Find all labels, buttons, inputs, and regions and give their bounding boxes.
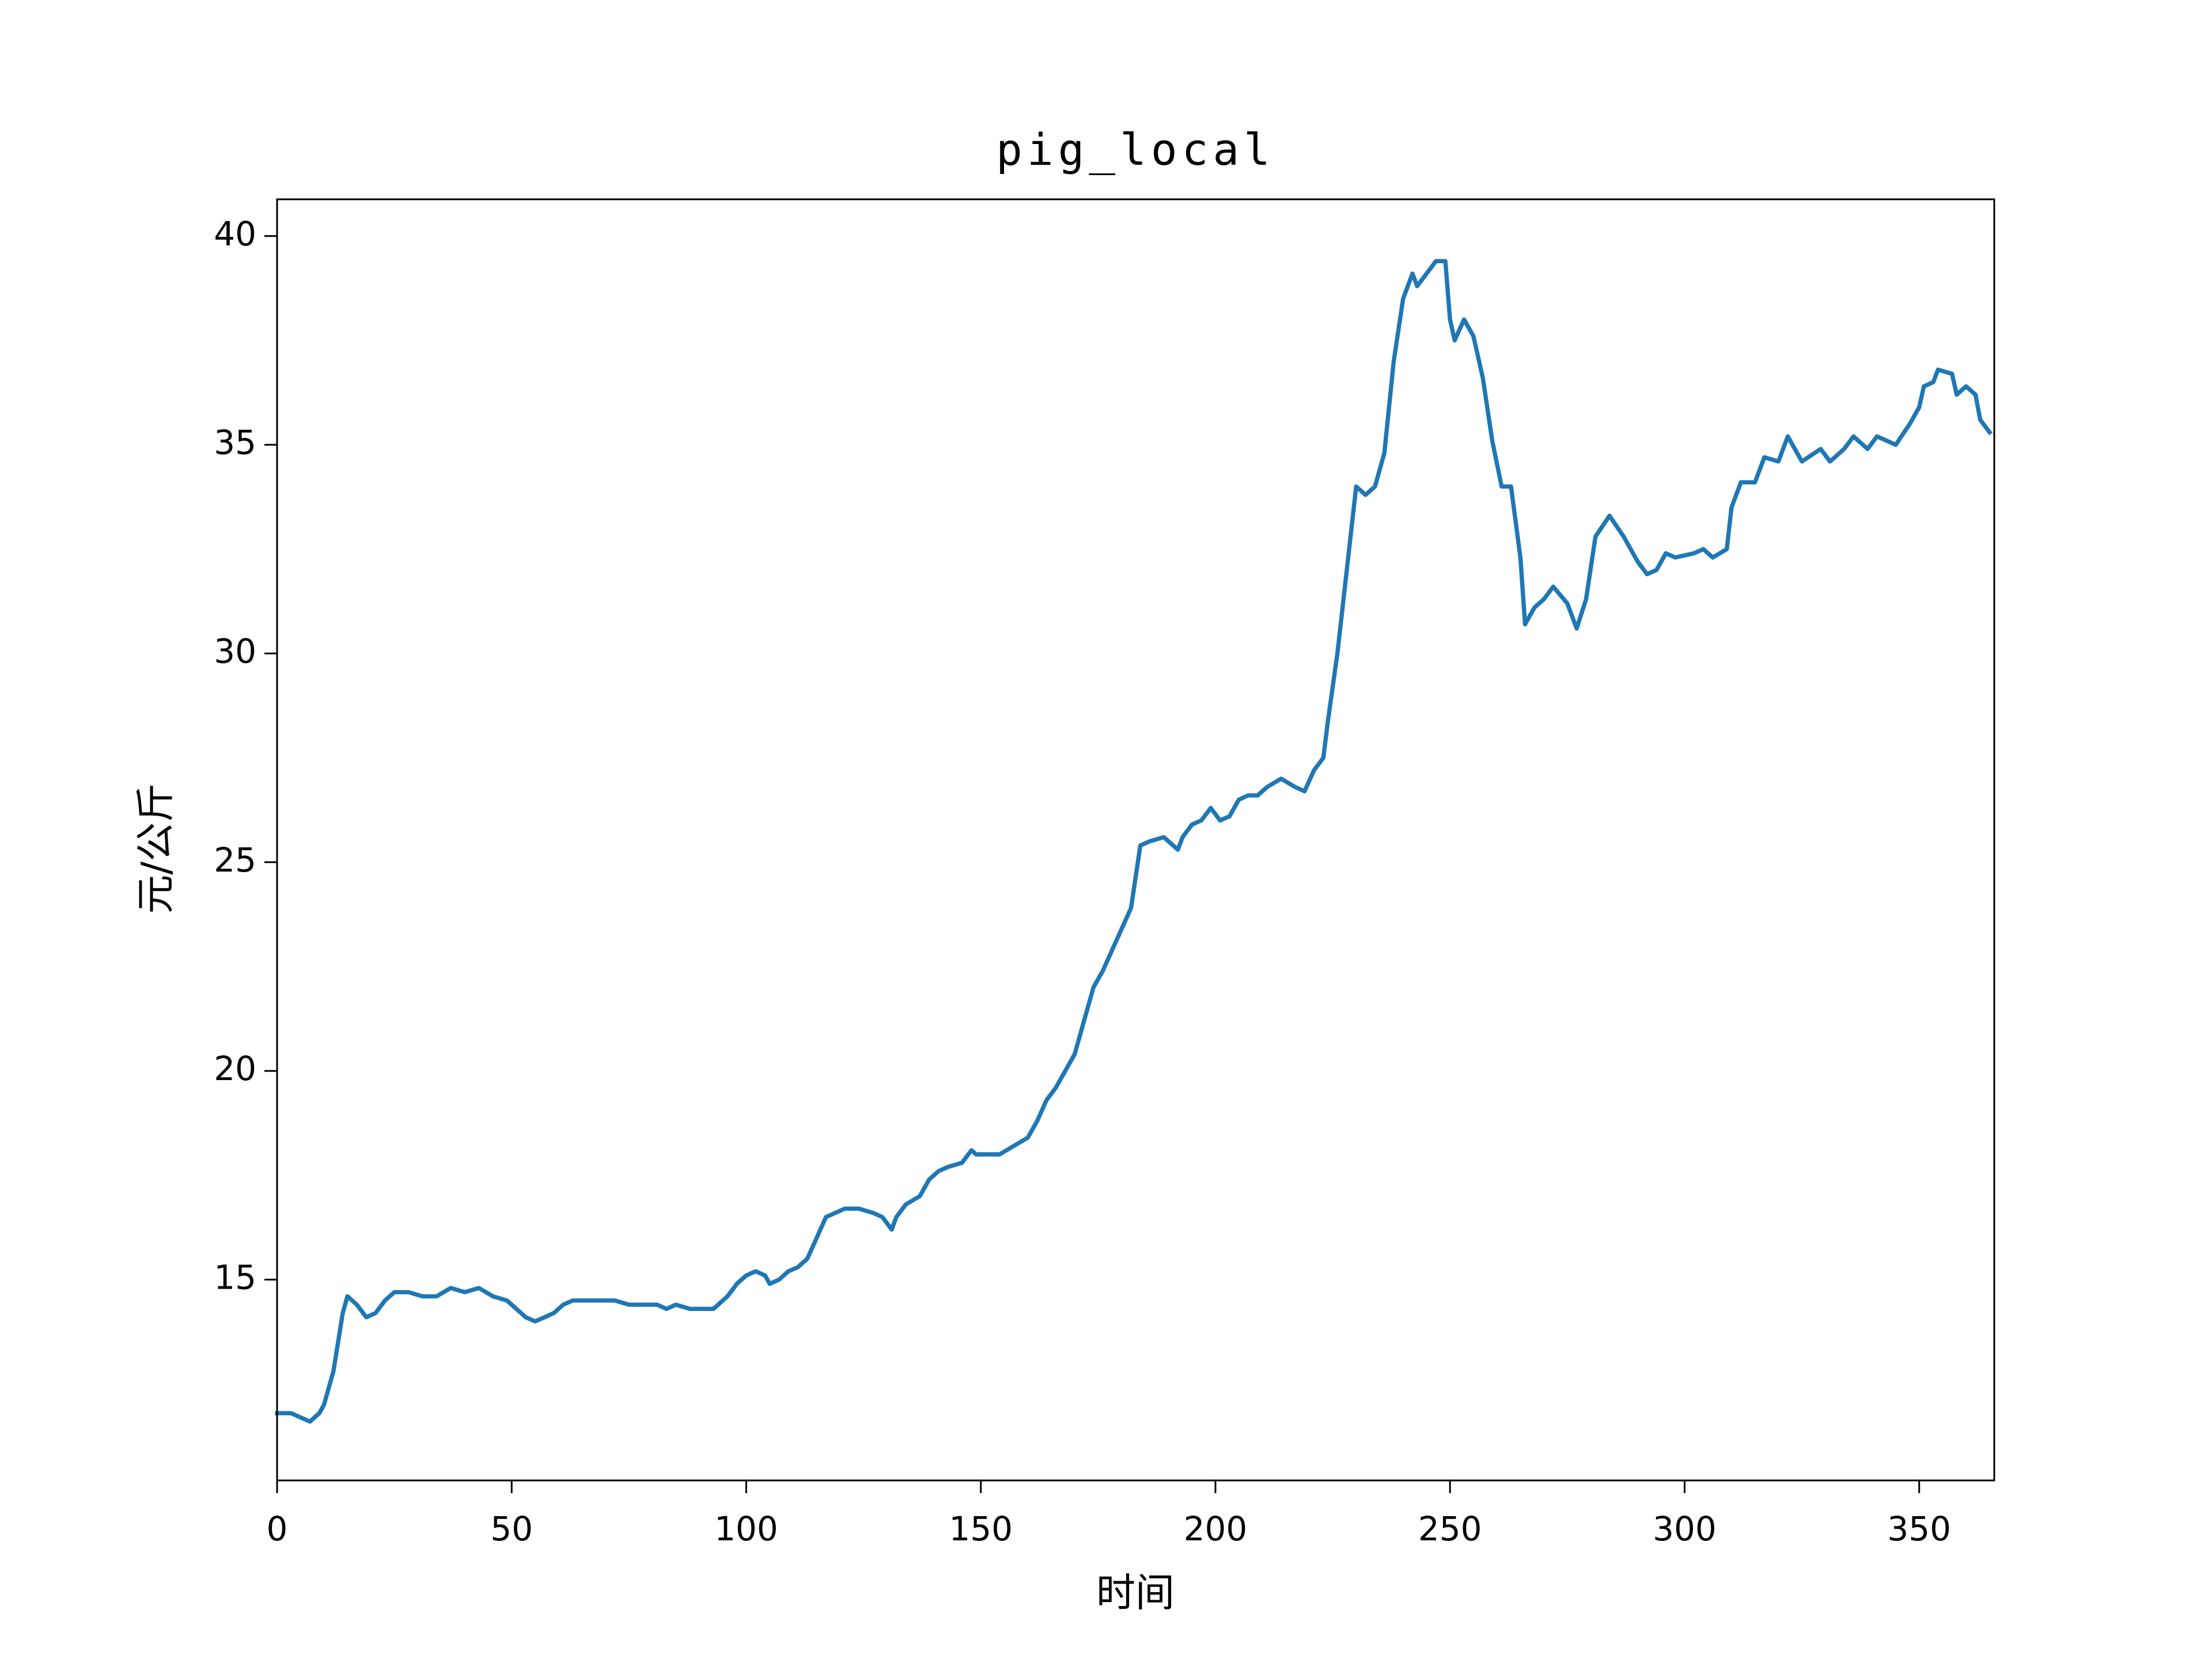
x-axis-label: 时间 xyxy=(1096,1571,1175,1616)
y-tick-label: 20 xyxy=(214,1049,256,1088)
plot-frame xyxy=(276,198,1995,1482)
x-tick-label: 50 xyxy=(490,1509,533,1548)
x-tick-label: 300 xyxy=(1653,1509,1717,1548)
chart-title: pig_local xyxy=(996,124,1275,175)
y-tick-label: 35 xyxy=(214,423,256,462)
x-tick-label: 250 xyxy=(1418,1509,1482,1548)
y-tick-label: 40 xyxy=(214,214,256,253)
x-tick-label: 150 xyxy=(949,1509,1013,1548)
data-line xyxy=(275,259,1993,1424)
y-tick-label: 30 xyxy=(214,632,256,671)
x-tick-label: 100 xyxy=(714,1509,778,1548)
x-tick-label: 200 xyxy=(1184,1509,1248,1548)
y-tick-label: 25 xyxy=(214,840,256,880)
y-tick-label: 15 xyxy=(214,1258,256,1297)
y-axis-label: 元/公斤 xyxy=(134,783,179,914)
x-tick-label: 0 xyxy=(267,1509,288,1548)
x-tick-label: 350 xyxy=(1887,1509,1951,1548)
